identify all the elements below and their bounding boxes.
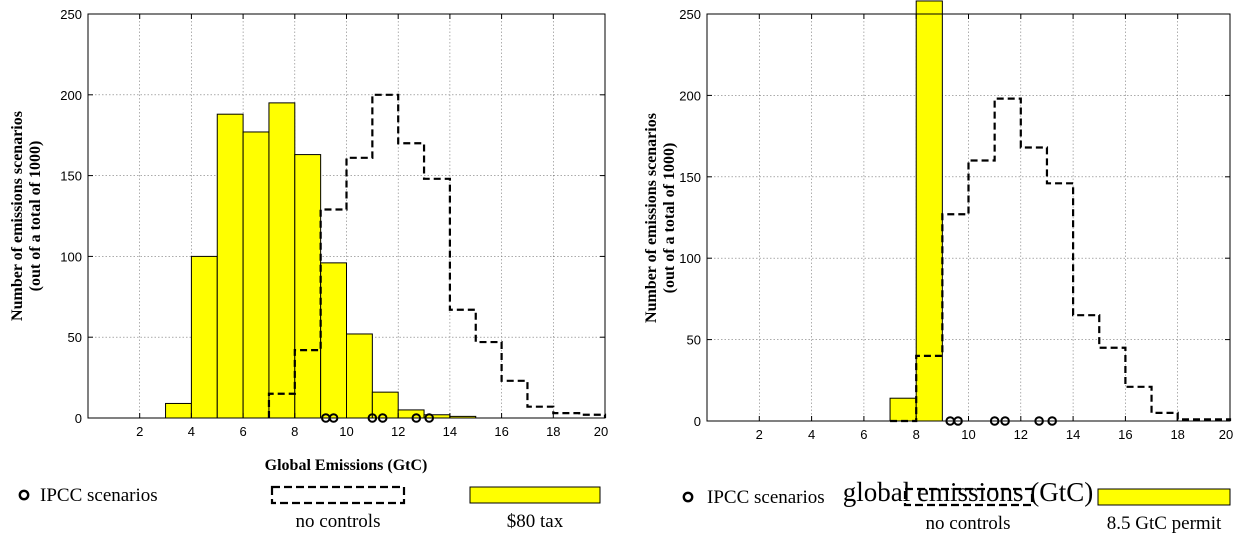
x-tick-label: 18 [546,424,560,439]
legend-yellow-box-icon [469,486,601,504]
y-tick-label: 150 [60,169,82,184]
histogram-bar [216,113,244,419]
legend: IPCC scenarios no controls 8.5 GtC permit [682,487,1231,534]
x-tick-label: 16 [494,424,508,439]
x-axis-label: global emissions (GtC) [843,477,1094,507]
y-tick-label: 150 [679,170,701,185]
legend-label-no-controls: no controls [926,513,1011,534]
legend-yellow-box-icon [1097,488,1231,506]
legend: IPCC scenarios no controls $80 tax [18,485,601,532]
y-axis-label: (out of a total of 1000) [661,143,678,294]
histogram-bar [371,391,399,419]
y-tick-label: 100 [679,251,701,266]
legend-dashed-box-icon [903,487,1034,507]
y-axis-label: Number of emissions scenarios [643,113,660,323]
legend-label-ipcc: IPCC scenarios [40,485,158,506]
x-tick-label: 20 [1219,427,1233,442]
x-tick-label: 2 [756,427,763,442]
y-tick-label: 250 [60,7,82,22]
y-axis-label: Number of emissions scenarios [9,111,26,321]
x-tick-label: 18 [1170,427,1184,442]
x-tick-label: 10 [339,424,353,439]
x-tick-label: 6 [860,427,867,442]
x-axis-label: Global Emissions (GtC) [265,457,428,474]
histogram-bar [294,154,322,419]
y-tick-label: 200 [60,88,82,103]
y-tick-label: 50 [68,330,82,345]
histogram-bar [915,0,943,422]
no-controls-step-line [267,93,607,418]
y-axis-label: (out of a total of 1000) [27,141,44,292]
x-tick-label: 14 [443,424,457,439]
x-tick-label: 14 [1066,427,1080,442]
x-tick-label: 8 [291,424,298,439]
x-tick-label: 6 [239,424,246,439]
y-tick-label: 0 [694,414,701,429]
series-dashed-step [890,97,1232,423]
y-tick-label: 100 [60,249,82,264]
legend-label-no-controls: no controls [296,511,381,532]
histogram-bar [889,397,917,422]
series-filled-bar [889,0,943,422]
legend-circle-icon [18,489,30,501]
x-tick-label: 4 [808,427,815,442]
y-tick-label: 50 [687,333,701,348]
legend-label-ipcc: IPCC scenarios [707,487,825,508]
histogram-bar [190,255,218,419]
series-dashed-step [267,93,607,418]
legend-label-bar: 8.5 GtC permit [1107,513,1222,534]
legend-dashed-box-icon [270,485,406,505]
histogram-bar [165,402,192,419]
no-controls-step-line [890,97,1232,423]
legend-circle-icon [682,491,694,503]
x-tick-label: 12 [391,424,405,439]
y-tick-label: 0 [75,411,82,426]
y-tick-label: 250 [679,7,701,22]
x-tick-label: 2 [136,424,143,439]
histogram-bar [268,102,296,419]
x-tick-label: 8 [913,427,920,442]
histogram-bar [320,262,347,419]
histogram-bar [346,333,373,419]
x-tick-label: 10 [961,427,975,442]
x-tick-label: 20 [594,424,608,439]
x-tick-label: 16 [1118,427,1132,442]
legend-label-bar: $80 tax [507,511,564,532]
series-filled-bar [165,102,477,419]
y-tick-label: 200 [679,88,701,103]
x-tick-label: 12 [1014,427,1028,442]
histogram-bar [242,131,270,419]
gridlines [707,13,1231,422]
x-tick-label: 4 [188,424,195,439]
